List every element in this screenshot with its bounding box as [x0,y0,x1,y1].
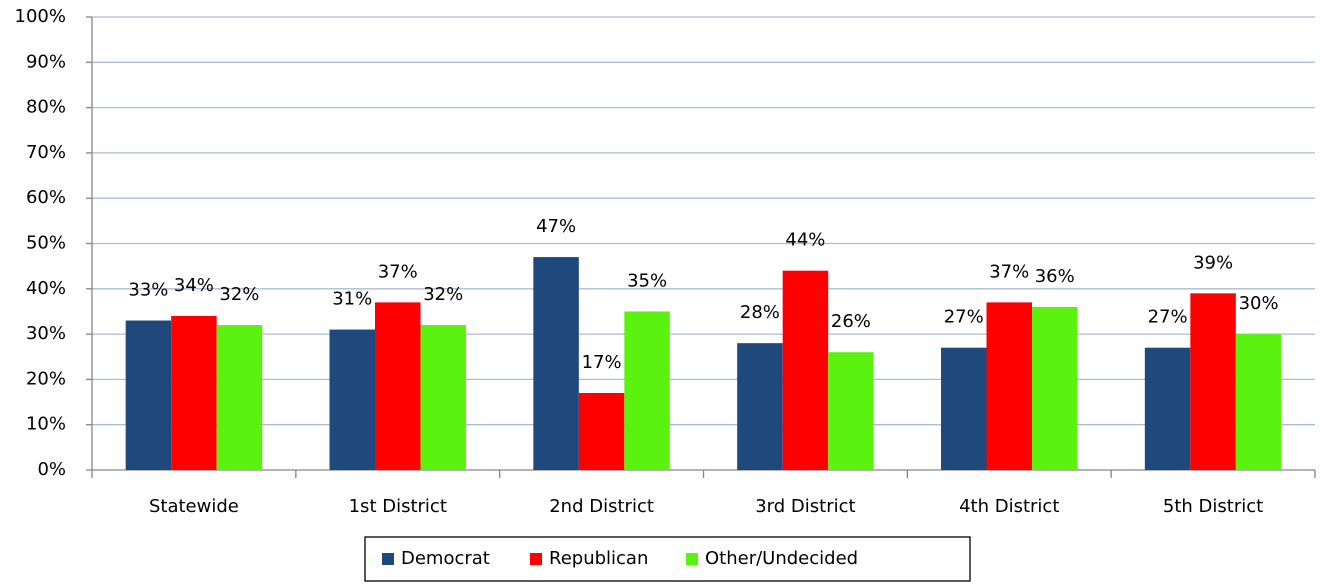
bar [578,392,625,470]
x-tick-label: 3rd District [755,496,855,517]
legend-swatch [382,553,394,565]
bar [420,325,466,470]
legend-label: Democrat [401,548,490,569]
y-tick-label: 30% [26,323,66,344]
y-tick-label: 50% [26,233,66,254]
value-label: 32% [219,284,259,305]
value-label: 39% [1193,252,1233,273]
y-tick-label: 80% [26,97,66,118]
value-label: 34% [174,275,214,296]
bar [782,270,829,470]
bar [125,320,172,470]
y-tick-label: 10% [26,414,66,435]
bar [737,343,783,470]
y-tick-label: 70% [26,142,66,163]
value-label: 26% [831,311,871,332]
legend-label: Other/Undecided [705,548,858,569]
value-label: 35% [627,270,667,291]
x-tick-label: 5th District [1163,496,1263,517]
bar [533,257,579,470]
x-tick-label: 2nd District [549,496,654,517]
bar [375,302,421,470]
bar [1190,293,1236,470]
bar [1235,334,1282,470]
value-label: 31% [332,289,372,310]
value-label: 28% [740,302,780,323]
x-tick-label: Statewide [149,496,239,517]
y-tick-label: 90% [26,51,66,72]
y-tick-label: 100% [15,6,66,27]
legend-swatch [530,553,542,565]
legend-label: Republican [549,548,648,569]
value-label: 30% [1239,293,1279,314]
bar [329,329,375,470]
x-tick-label: 4th District [959,496,1059,517]
y-tick-label: 40% [26,278,66,299]
y-tick-label: 60% [26,187,66,208]
bar [1144,347,1191,470]
value-label: 27% [1148,307,1188,328]
bar [216,325,263,470]
value-label: 32% [423,284,463,305]
value-label: 44% [785,230,825,251]
y-tick-label: 20% [26,368,66,389]
bar [986,302,1032,470]
bar [941,347,987,470]
bar [171,315,217,470]
value-label: 37% [378,261,418,282]
bar [828,352,874,470]
value-label: 36% [1035,266,1075,287]
value-label: 33% [128,280,168,301]
y-tick-label: 0% [37,459,66,480]
legend-swatch [686,553,698,565]
value-label: 17% [582,352,622,373]
legend-box [364,536,971,582]
value-label: 27% [944,307,984,328]
x-tick-label: 1st District [349,496,447,517]
value-label: 47% [536,216,576,237]
value-label: 37% [989,261,1029,282]
bar [1032,306,1078,470]
bar [624,311,670,470]
